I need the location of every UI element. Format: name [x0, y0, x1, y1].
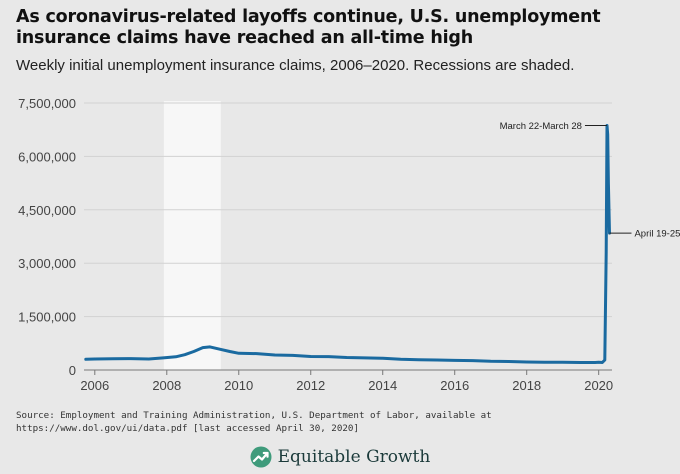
x-tick-label: 2006	[80, 378, 109, 393]
x-tick-label: 2020	[584, 378, 613, 393]
x-tick-label: 2012	[296, 378, 325, 393]
source-note: Source: Employment and Training Administ…	[16, 410, 492, 434]
y-tick-label: 7,500,000	[18, 96, 76, 111]
y-tick-label: 3,000,000	[18, 256, 76, 271]
series-line	[84, 124, 611, 364]
x-tick-label: 2016	[440, 378, 469, 393]
chart-subtitle: Weekly initial unemployment insurance cl…	[16, 57, 575, 74]
x-tick-label: 2010	[224, 378, 253, 393]
x-tick-label: 2018	[512, 378, 541, 393]
brand-name: Equitable Growth	[277, 447, 431, 467]
y-tick-label: 6,000,000	[18, 149, 76, 164]
line-chart: 0 1,500,000 3,000,000 4,500,000 6,000,000 7,5…	[18, 96, 680, 393]
y-tick-label: 4,500,000	[18, 203, 76, 218]
recession-band	[163, 101, 221, 370]
y-tick-label: 1,500,000	[18, 310, 76, 325]
chart-title: As coronavirus-related layoffs continue,…	[16, 7, 601, 48]
annotation-label: April 19-25	[634, 229, 680, 240]
footer-brand: Equitable Growth	[0, 443, 680, 471]
annotation-label: March 22-March 28	[500, 121, 582, 132]
x-tick-label: 2014	[368, 378, 397, 393]
y-tick-label: 0	[69, 363, 76, 378]
x-tick-label: 2008	[152, 378, 181, 393]
growth-arrow-icon	[250, 446, 272, 468]
